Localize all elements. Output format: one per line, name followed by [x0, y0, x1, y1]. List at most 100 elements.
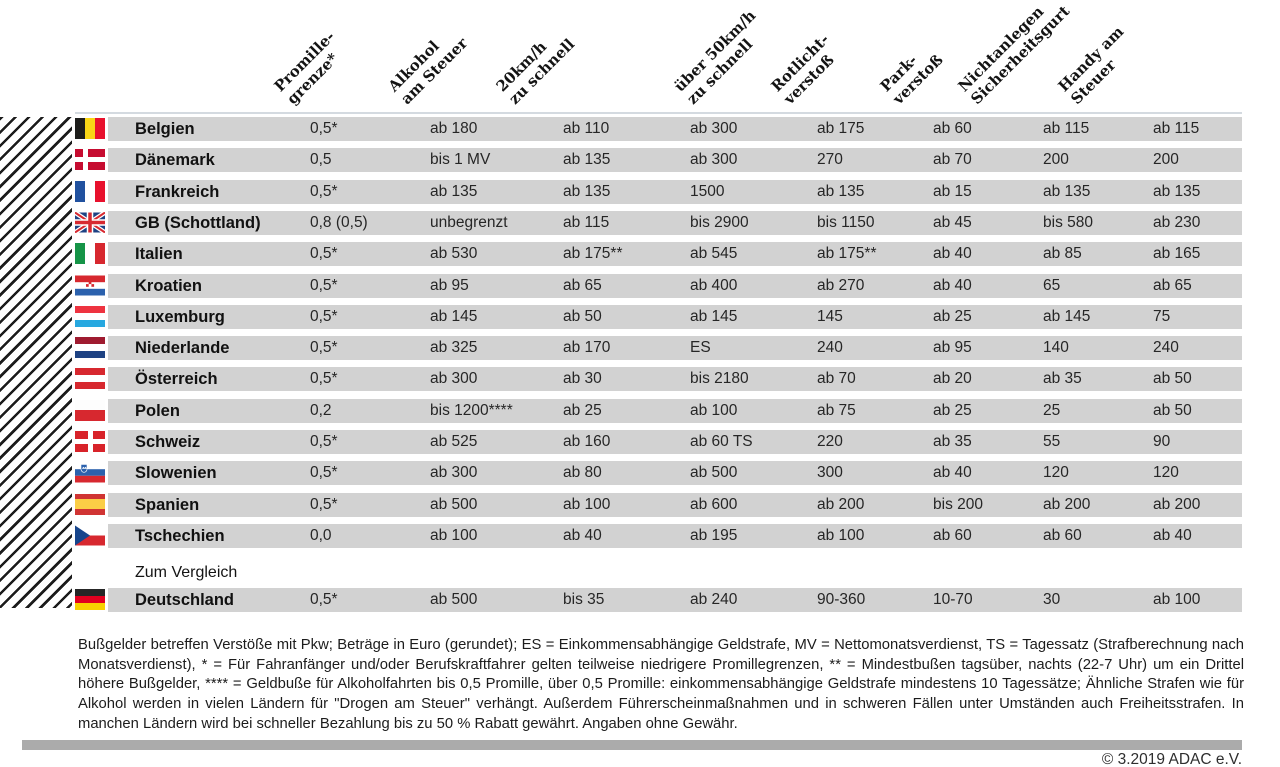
fine-cell: ab 135: [563, 183, 611, 200]
fine-cell: ab 40: [1153, 527, 1192, 544]
fine-cell: 120: [1153, 464, 1179, 481]
flag-cz-icon: [75, 525, 105, 546]
country-label: GB (Schottland): [135, 214, 261, 232]
flag-es-icon: [75, 494, 105, 515]
footer-bar: [22, 740, 1242, 750]
fine-cell: ab 100: [1153, 591, 1201, 608]
country-label: Dänemark: [135, 151, 215, 169]
table-row: Spanien 0,5* ab 500 ab 100 ab 600 ab 200 bis 2…: [0, 493, 1280, 517]
fine-cell: ab 325: [430, 339, 478, 356]
row-background-band: [108, 367, 1242, 391]
fine-cell: 140: [1043, 339, 1069, 356]
fine-cell: ab 135: [563, 151, 611, 168]
fine-cell: 55: [1043, 433, 1061, 450]
fine-cell: ab 525: [430, 433, 478, 450]
row-background-band: [108, 211, 1242, 235]
fine-cell: ab 230: [1153, 214, 1201, 231]
column-header-rotlichtverstoss: Rotlicht-verstoß: [768, 30, 846, 108]
fine-cell: ab 65: [1153, 277, 1192, 294]
fine-cell: 0,5*: [310, 339, 338, 356]
fine-cell: bis 35: [563, 591, 605, 608]
fine-cell: ab 40: [933, 464, 972, 481]
fine-cell: ab 100: [690, 402, 738, 419]
fine-cell: 240: [1153, 339, 1179, 356]
table-row: Österreich 0,5* ab 300 ab 30 bis 2180 ab 70 ab…: [0, 367, 1280, 391]
fine-cell: ab 145: [690, 308, 738, 325]
fine-cell: 0,5: [310, 151, 332, 168]
fine-cell: 0,8 (0,5): [310, 214, 368, 231]
row-background-band: [108, 588, 1242, 612]
fine-cell: ab 135: [1153, 183, 1201, 200]
table-row: Italien 0,5* ab 530 ab 175** ab 545 ab 175** a…: [0, 242, 1280, 266]
row-background-band: [108, 399, 1242, 423]
fine-cell: ab 50: [1153, 370, 1192, 387]
fine-cell: 75: [1153, 308, 1171, 325]
fine-cell: ab 240: [690, 591, 738, 608]
fine-cell: ab 100: [563, 496, 611, 513]
row-background-band: [108, 180, 1242, 204]
table-row: Niederlande 0,5* ab 325 ab 170 ES 240 ab 95 140…: [0, 336, 1280, 360]
flag-si-icon: [75, 462, 105, 483]
table-row: Tschechien 0,0 ab 100 ab 40 ab 195 ab 100 ab 6…: [0, 524, 1280, 548]
fine-cell: ab 135: [430, 183, 478, 200]
fine-cell: 200: [1153, 151, 1179, 168]
fine-cell: ab 20: [933, 370, 972, 387]
fine-cell: ab 175**: [563, 245, 623, 262]
fine-cell: ab 75: [817, 402, 856, 419]
fine-cell: ab 50: [1153, 402, 1192, 419]
fine-cell: ab 500: [690, 464, 738, 481]
fine-cell: 65: [1043, 277, 1061, 294]
fine-cell: bis 2180: [690, 370, 749, 387]
fine-cell: ab 95: [933, 339, 972, 356]
table-row: Dänemark 0,5 bis 1 MV ab 135 ab 300 270 ab 70 2…: [0, 148, 1280, 172]
fine-cell: 0,5*: [310, 277, 338, 294]
fine-cell: ab 25: [563, 402, 602, 419]
fine-cell: ab 165: [1153, 245, 1201, 262]
fine-cell: ab 40: [563, 527, 602, 544]
fine-cell: ab 60: [933, 527, 972, 544]
fine-cell: ab 30: [563, 370, 602, 387]
table-top-rule: [75, 112, 1242, 114]
flag-be-icon: [75, 118, 105, 139]
diagonal-stripes-decoration: [0, 117, 72, 608]
column-header-handy-am-steuer: Handy am Steuer: [1055, 23, 1140, 108]
column-header-promillegrenze: Promille-grenze*: [271, 27, 352, 108]
table-row: Frankreich 0,5* ab 135 ab 135 1500 ab 135 ab 1…: [0, 180, 1280, 204]
fine-cell: ab 35: [1043, 370, 1082, 387]
column-header-ueber-50kmh-zu-schnell: über 50km/h zu schnell: [671, 6, 773, 108]
fine-cell: bis 200: [933, 496, 983, 513]
fine-cell: 0,5*: [310, 370, 338, 387]
compare-section-label: Zum Vergleich: [135, 564, 238, 581]
fine-cell: ab 545: [690, 245, 738, 262]
fine-cell: unbegrenzt: [430, 214, 508, 231]
table-row: Kroatien 0,5* ab 95 ab 65 ab 400 ab 270 ab 40 6…: [0, 274, 1280, 298]
fine-cell: 120: [1043, 464, 1069, 481]
flag-hr-icon: [75, 275, 105, 296]
fine-cell: ab 110: [563, 120, 610, 137]
row-background-band: [108, 430, 1242, 454]
fine-cell: ab 135: [1043, 183, 1091, 200]
fine-cell: ab 100: [430, 527, 478, 544]
fine-cell: ab 170: [563, 339, 611, 356]
column-header-parkverstoss: Park-verstoß: [877, 38, 947, 108]
table-row: Luxemburg 0,5* ab 145 ab 50 ab 145 145 ab 25 ab…: [0, 305, 1280, 329]
fine-cell: ab 400: [690, 277, 738, 294]
country-label: Polen: [135, 402, 180, 420]
flag-at-icon: [75, 368, 105, 389]
fine-cell: ab 115: [1153, 120, 1200, 137]
fine-cell: ab 300: [430, 464, 478, 481]
fine-cell: ab 15: [933, 183, 972, 200]
fine-cell: ab 85: [1043, 245, 1082, 262]
fine-cell: ab 25: [933, 308, 972, 325]
fine-cell: ab 50: [563, 308, 602, 325]
country-label: Niederlande: [135, 339, 230, 357]
flag-gb-icon: [75, 212, 105, 233]
fine-cell: 0,5*: [310, 496, 338, 513]
country-label: Tschechien: [135, 527, 225, 545]
fine-cell: ab 45: [933, 214, 972, 231]
fine-cell: ab 135: [817, 183, 865, 200]
fine-cell: ab 600: [690, 496, 738, 513]
fine-cell: ab 500: [430, 591, 478, 608]
fine-cell: 0,5*: [310, 464, 338, 481]
